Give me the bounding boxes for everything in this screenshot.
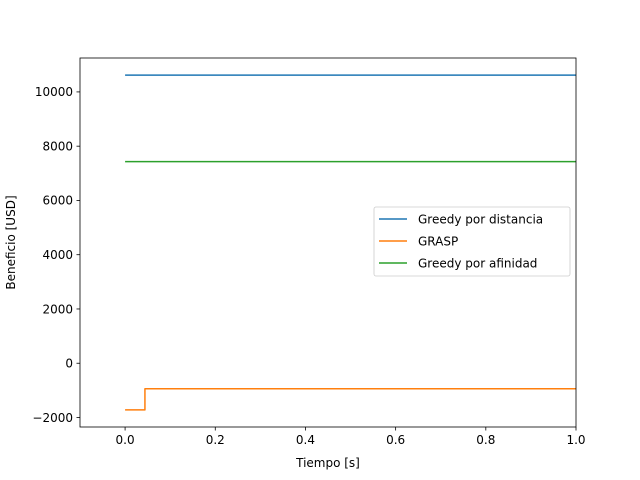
x-tick-label: 1.0 — [566, 433, 585, 447]
y-tick-label: 10000 — [35, 85, 73, 99]
y-tick-label: 2000 — [42, 302, 73, 316]
y-tick-label: 4000 — [42, 248, 73, 262]
x-tick-label: 0.8 — [476, 433, 495, 447]
legend: Greedy por distancia GRASP Greedy por afin… — [373, 206, 571, 277]
x-tick-label: 0.2 — [206, 433, 225, 447]
legend-label-2: Greedy por afinidad — [418, 256, 537, 270]
y-axis: −2000 0 2000 4000 6000 8000 10000 — [32, 85, 80, 425]
x-tick-label: 0.6 — [386, 433, 405, 447]
legend-box — [373, 206, 571, 277]
x-axis-label: Tiempo [s] — [295, 456, 360, 470]
x-tick-label: 0.0 — [116, 433, 135, 447]
x-tick-label: 0.4 — [296, 433, 315, 447]
y-tick-label: 6000 — [42, 194, 73, 208]
x-axis: 0.0 0.2 0.4 0.6 0.8 1.0 — [116, 427, 586, 447]
y-tick-label: 8000 — [42, 139, 73, 153]
y-tick-label: 0 — [65, 357, 73, 371]
legend-label-1: GRASP — [418, 234, 458, 248]
series-layer — [125, 74, 576, 411]
legend-label-0: Greedy por distancia — [418, 212, 543, 226]
series-line-1 — [125, 387, 576, 411]
plot-frame — [79, 57, 577, 428]
y-tick-label: −2000 — [32, 411, 73, 425]
y-axis-label: Beneficio [USD] — [4, 195, 18, 289]
